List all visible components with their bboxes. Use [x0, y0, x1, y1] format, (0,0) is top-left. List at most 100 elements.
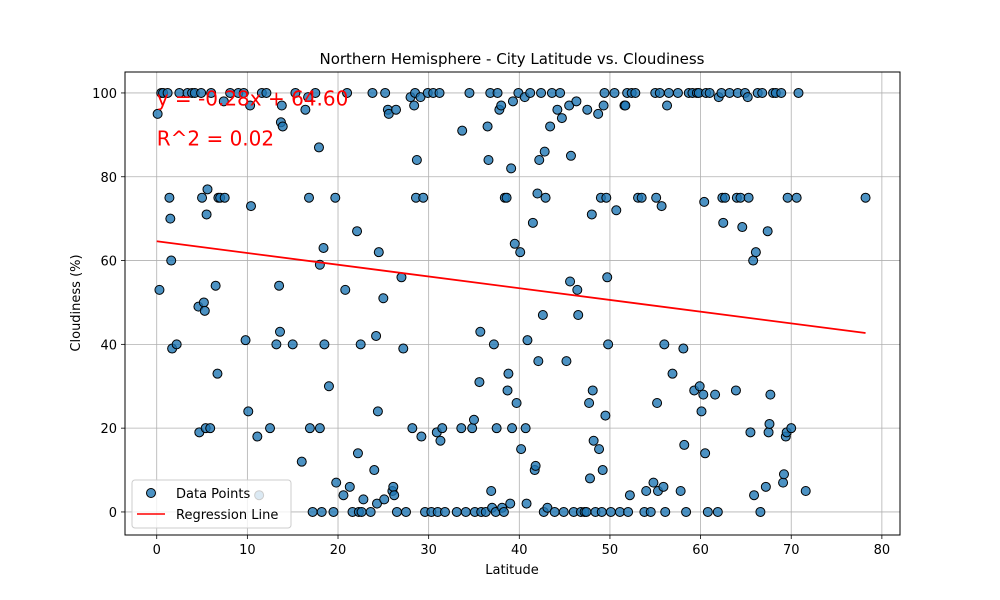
data-point: [605, 506, 616, 517]
data-point: [696, 406, 707, 417]
data-point: [210, 280, 221, 291]
data-point: [620, 100, 631, 111]
data-point: [662, 100, 673, 111]
data-point: [586, 209, 597, 220]
x-tick-label: 10: [239, 543, 256, 558]
data-point: [730, 385, 741, 396]
data-point: [718, 217, 729, 228]
x-tick-label: 70: [783, 543, 800, 558]
data-point: [564, 100, 575, 111]
data-point: [549, 506, 560, 517]
x-tick-label: 80: [874, 543, 891, 558]
data-point: [537, 310, 548, 321]
data-point: [596, 506, 607, 517]
data-point: [379, 494, 390, 505]
data-point: [319, 339, 330, 350]
data-point: [199, 305, 210, 316]
legend-label-points: Data Points: [176, 487, 250, 502]
data-point: [702, 506, 713, 517]
regression-layer: [156, 240, 866, 334]
data-point: [240, 335, 251, 346]
x-tick-label: 40: [511, 543, 528, 558]
data-point: [367, 87, 378, 98]
data-point: [765, 389, 776, 400]
data-point: [556, 113, 567, 124]
data-point: [506, 163, 517, 174]
data-point: [735, 192, 746, 203]
data-point: [206, 87, 217, 98]
data-point: [331, 477, 342, 488]
data-point: [782, 192, 793, 203]
data-point: [201, 209, 212, 220]
data-point: [552, 104, 563, 115]
data-point: [533, 356, 544, 367]
data-point: [261, 87, 272, 98]
data-point: [474, 377, 485, 388]
data-point: [296, 456, 307, 467]
data-point: [330, 192, 341, 203]
r-squared-annotation: R^2 = 0.02: [157, 126, 274, 150]
data-point: [678, 343, 689, 354]
data-point: [358, 494, 369, 505]
data-point: [609, 87, 620, 98]
regression-equation: y = -0.28x + 64.60: [157, 87, 349, 111]
data-point: [791, 192, 802, 203]
data-point: [492, 87, 503, 98]
data-point: [776, 87, 787, 98]
data-point: [468, 414, 479, 425]
data-point: [460, 506, 471, 517]
data-point: [352, 448, 363, 459]
data-point: [373, 247, 384, 258]
y-axis: 0 20 40 60 80 100: [92, 87, 125, 521]
data-point: [516, 444, 527, 455]
data-point: [698, 389, 709, 400]
data-point: [218, 96, 229, 107]
data-point: [511, 398, 522, 409]
data-point: [502, 385, 513, 396]
data-point: [522, 335, 533, 346]
legend-marker-points: [146, 488, 156, 498]
data-point: [659, 339, 670, 350]
data-point: [498, 506, 509, 517]
data-point: [245, 201, 256, 212]
data-point: [515, 247, 526, 258]
data-point: [597, 465, 608, 476]
data-point: [623, 506, 634, 517]
data-point: [152, 108, 163, 119]
data-point: [304, 423, 315, 434]
data-point: [198, 297, 209, 308]
data-point: [287, 339, 298, 350]
data-point: [704, 87, 715, 98]
data-point: [202, 184, 213, 195]
data-point: [316, 506, 327, 517]
data-point: [371, 498, 382, 509]
data-point: [165, 213, 176, 224]
data-point: [418, 192, 429, 203]
data-point: [171, 339, 182, 350]
data-point: [491, 423, 502, 434]
data-point: [598, 100, 609, 111]
data-point: [451, 506, 462, 517]
data-point: [565, 150, 576, 161]
data-point: [599, 87, 610, 98]
data-point: [437, 423, 448, 434]
data-point: [536, 87, 547, 98]
data-point: [356, 506, 367, 517]
data-point: [749, 490, 760, 501]
data-point: [641, 486, 652, 497]
data-point: [636, 192, 647, 203]
data-point: [763, 427, 774, 438]
data-point: [679, 439, 690, 450]
data-point: [164, 192, 175, 203]
y-tick-label: 20: [100, 422, 117, 437]
data-point: [365, 506, 376, 517]
x-axis-label: Latitude: [485, 563, 539, 578]
data-point: [745, 427, 756, 438]
y-tick-label: 80: [100, 171, 117, 186]
plot-frame: [124, 71, 901, 536]
data-point: [507, 96, 518, 107]
data-point: [355, 339, 366, 350]
data-point: [603, 339, 614, 350]
data-point: [545, 121, 556, 132]
data-point: [786, 423, 797, 434]
